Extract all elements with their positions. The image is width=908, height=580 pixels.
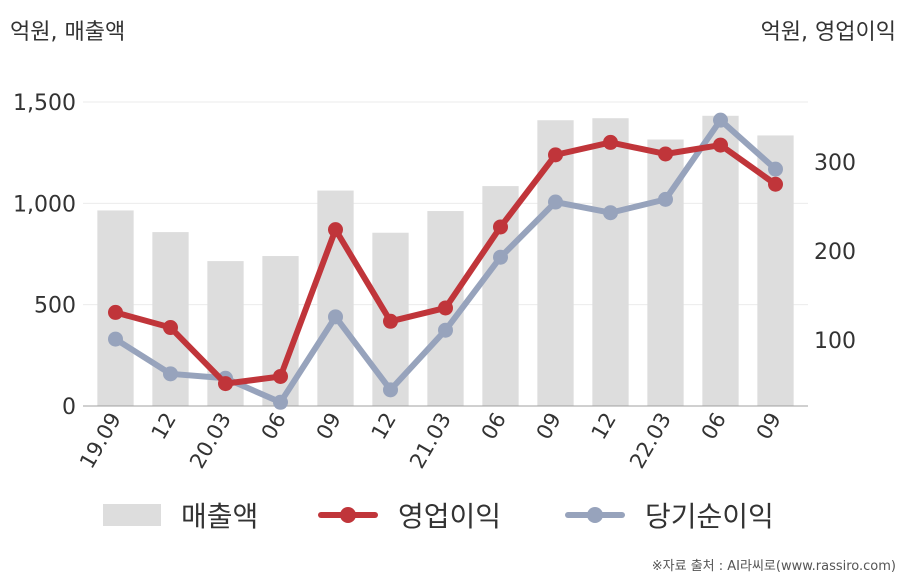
point-operating-profit: [328, 222, 343, 238]
x-tick-label: 12: [367, 409, 401, 444]
point-operating-profit: [438, 300, 453, 316]
legend-label-operating-profit: 영업이익: [398, 500, 502, 533]
x-tick-label: 06: [477, 409, 511, 444]
bar-revenue: [537, 120, 574, 407]
x-tick-label: 06: [697, 409, 731, 444]
y-tick-left-label: 1,500: [13, 91, 76, 116]
x-tick-label: 12: [147, 409, 181, 444]
point-net-income: [658, 191, 673, 207]
legend-item-revenue: 매출액: [103, 490, 258, 540]
point-operating-profit: [493, 219, 508, 235]
left-axis-unit: 억원, 매출액: [10, 20, 126, 45]
point-net-income: [713, 112, 728, 128]
y-tick-left-label: 0: [62, 395, 76, 420]
x-tick-label: 09: [312, 409, 346, 444]
point-net-income: [493, 249, 508, 265]
x-tick-label: 06: [257, 409, 291, 444]
point-operating-profit: [383, 313, 398, 329]
source-note: ※자료 출처 : AI라씨로(www.rassiro.com): [651, 559, 896, 574]
legend-item-net-income: 당기순이익: [565, 490, 774, 540]
legend-swatch-revenue: [103, 504, 161, 526]
point-operating-profit: [548, 147, 563, 163]
y-tick-right-label: 200: [814, 240, 856, 265]
point-operating-profit: [163, 320, 178, 336]
x-tick-label: 20.03: [185, 409, 236, 473]
point-operating-profit: [713, 137, 728, 153]
point-operating-profit: [603, 134, 618, 150]
bar-revenue: [592, 118, 629, 407]
x-tick-label: 19.09: [75, 409, 126, 473]
legend-swatch-operating-profit: [318, 507, 378, 523]
legend-item-operating-profit: 영업이익: [318, 490, 501, 540]
legend-label-revenue: 매출액: [181, 500, 259, 533]
legend-swatch-net-income: [565, 507, 625, 523]
point-net-income: [603, 205, 618, 221]
x-tick-label: 12: [587, 409, 621, 444]
legend: 매출액 영업이익 당기순이익: [0, 490, 908, 540]
point-net-income: [273, 394, 288, 410]
x-tick-label: 22.03: [625, 409, 676, 473]
point-net-income: [108, 331, 123, 347]
x-tick-label: 09: [532, 409, 566, 444]
point-operating-profit: [108, 304, 123, 320]
legend-label-net-income: 당기순이익: [645, 500, 774, 533]
y-tick-left-label: 1,000: [13, 192, 76, 217]
bar-revenue: [482, 186, 519, 406]
point-net-income: [328, 309, 343, 325]
y-tick-left-label: 500: [34, 294, 76, 319]
point-net-income: [383, 382, 398, 398]
point-operating-profit: [658, 146, 673, 162]
point-operating-profit: [768, 176, 783, 192]
x-tick-label: 21.03: [405, 409, 456, 473]
point-net-income: [768, 161, 783, 177]
y-tick-right-label: 300: [814, 151, 856, 176]
bar-revenue: [702, 115, 739, 406]
right-axis-unit: 억원, 영업이익: [760, 20, 896, 45]
point-operating-profit: [218, 376, 233, 392]
point-net-income: [163, 366, 178, 382]
point-net-income: [548, 194, 563, 210]
y-tick-right-label: 100: [814, 329, 856, 354]
x-tick-label: 09: [752, 409, 786, 444]
point-operating-profit: [273, 368, 288, 384]
point-net-income: [438, 322, 453, 338]
